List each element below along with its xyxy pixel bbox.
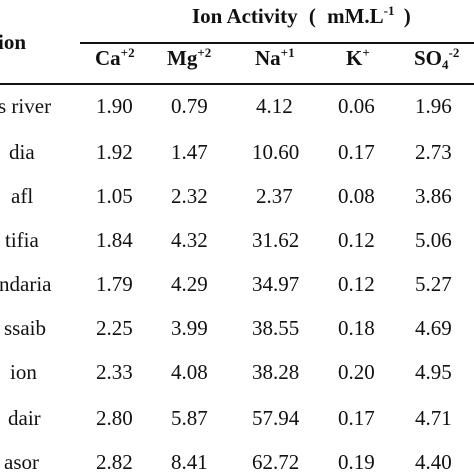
station-name: asor — [4, 450, 39, 474]
group-title-main: Ion Activity — [192, 4, 298, 28]
column-header-sodium: Na+1 — [255, 45, 295, 70]
value-magnesium: 5.87 — [171, 406, 208, 430]
station-name: dair — [8, 406, 41, 430]
column-header-base: K — [346, 46, 363, 70]
column-header-base: Ca — [95, 46, 121, 70]
value-calcium: 1.92 — [96, 140, 133, 164]
station-name: tifia — [5, 228, 39, 252]
value-calcium: 2.25 — [96, 316, 133, 340]
column-header-base: Mg — [167, 46, 198, 70]
group-title-paren-open: ( — [308, 4, 316, 28]
column-header-subscript: 4 — [442, 57, 449, 72]
column-header-superscript: -2 — [448, 45, 460, 60]
station-column-header: ion — [0, 30, 27, 54]
value-sulfate: 4.71 — [415, 406, 452, 430]
value-calcium: 1.90 — [96, 94, 133, 118]
value-calcium: 1.05 — [96, 184, 133, 208]
value-sodium: 4.12 — [256, 94, 293, 118]
column-header-base: SO — [414, 46, 443, 70]
header-bottom-rule — [0, 83, 474, 85]
value-magnesium: 4.29 — [171, 272, 208, 296]
value-sulfate: 4.69 — [415, 316, 452, 340]
value-calcium: 1.84 — [96, 228, 133, 252]
value-sulfate: 3.86 — [415, 184, 452, 208]
value-potassium: 0.20 — [338, 360, 375, 384]
station-name: ndaria — [0, 272, 52, 296]
column-header-base: Na — [255, 46, 281, 70]
value-sulfate: 5.06 — [415, 228, 452, 252]
ion-activity-group-title: Ion Activity ( mM.L-1 ) — [192, 3, 411, 28]
group-title-unit-superscript: -1 — [383, 3, 395, 18]
column-header-potassium: K+ — [346, 45, 370, 70]
value-sulfate: 4.40 — [415, 450, 452, 474]
station-name: ion — [10, 360, 37, 384]
value-potassium: 0.17 — [338, 140, 375, 164]
value-magnesium: 3.99 — [171, 316, 208, 340]
value-potassium: 0.18 — [338, 316, 375, 340]
value-sodium: 62.72 — [252, 450, 300, 474]
value-potassium: 0.08 — [338, 184, 375, 208]
value-sulfate: 5.27 — [415, 272, 452, 296]
column-header-magnesium: Mg+2 — [167, 45, 212, 70]
value-sulfate: 2.73 — [415, 140, 452, 164]
value-sulfate: 1.96 — [415, 94, 452, 118]
value-magnesium: 4.32 — [171, 228, 208, 252]
group-title-underline — [80, 42, 474, 44]
group-title-unit: mM.L — [327, 4, 384, 28]
value-potassium: 0.12 — [338, 272, 375, 296]
group-title-paren-close: ) — [403, 4, 411, 28]
value-calcium: 2.80 — [96, 406, 133, 430]
value-magnesium: 4.08 — [171, 360, 208, 384]
value-sodium: 38.55 — [252, 316, 300, 340]
value-magnesium: 1.47 — [171, 140, 208, 164]
station-name: afl — [11, 184, 34, 208]
value-sodium: 31.62 — [252, 228, 300, 252]
value-calcium: 2.33 — [96, 360, 133, 384]
value-sodium: 57.94 — [252, 406, 300, 430]
value-potassium: 0.06 — [338, 94, 375, 118]
station-name: dia — [9, 140, 35, 164]
value-magnesium: 8.41 — [171, 450, 208, 474]
value-calcium: 2.82 — [96, 450, 133, 474]
value-magnesium: 0.79 — [171, 94, 208, 118]
column-header-superscript: +2 — [120, 45, 135, 60]
column-header-superscript: +2 — [197, 45, 212, 60]
value-potassium: 0.17 — [338, 406, 375, 430]
value-potassium: 0.19 — [338, 450, 375, 474]
column-header-superscript: + — [362, 45, 370, 60]
station-name: ssaib — [4, 316, 46, 340]
value-potassium: 0.12 — [338, 228, 375, 252]
value-sodium: 38.28 — [252, 360, 300, 384]
value-sulfate: 4.95 — [415, 360, 452, 384]
value-calcium: 1.79 — [96, 272, 133, 296]
station-name: s river — [0, 94, 52, 118]
column-header-sulfate: SO4-2 — [414, 45, 460, 72]
column-header-calcium: Ca+2 — [95, 45, 135, 70]
value-magnesium: 2.32 — [171, 184, 208, 208]
value-sodium: 34.97 — [252, 272, 300, 296]
column-header-superscript: +1 — [280, 45, 295, 60]
value-sodium: 10.60 — [252, 140, 300, 164]
value-sodium: 2.37 — [256, 184, 293, 208]
